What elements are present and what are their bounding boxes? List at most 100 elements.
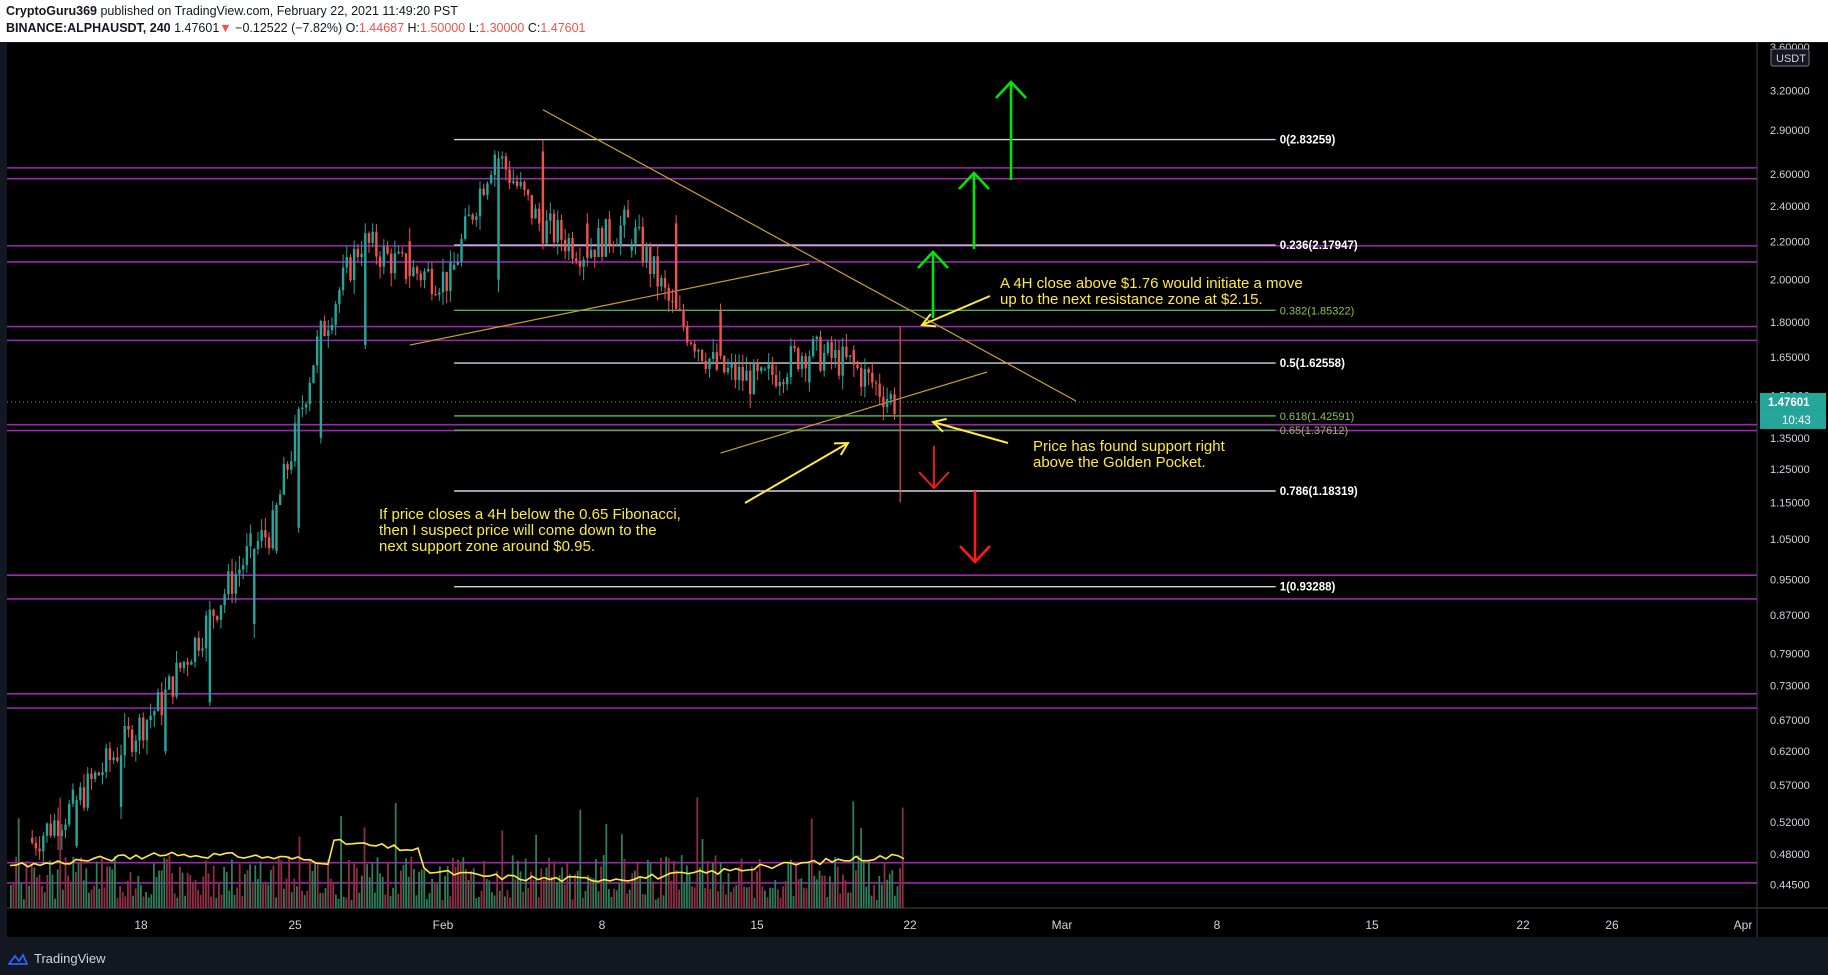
volume-bar [28,885,30,908]
volume-bar [303,895,306,908]
candle-body [464,216,467,239]
volume-bar [353,863,355,908]
volume-bar [899,868,901,908]
volume-bar [270,869,272,908]
volume-bar [197,889,199,908]
candle-body [630,243,633,251]
candle-body [31,837,34,843]
volume-bar [491,892,493,908]
candle-body [652,256,656,275]
volume-bar [654,899,657,908]
pointer-arrow-icon [744,442,849,504]
price-tick-label: 0.48000 [1770,849,1810,861]
volume-bar [699,867,701,908]
candle-body [649,246,652,275]
volume-bar [797,879,800,908]
volume-bar [189,875,192,908]
volume-bar [608,889,610,908]
volume-bar [207,873,210,908]
breakdown-note: If price closes a 4H below the 0.65 Fibo… [379,507,681,555]
volume-bar [277,856,280,908]
volume-bar [280,860,283,908]
volume-bar [732,887,735,908]
volume-bar [621,834,623,908]
volume-bar [23,899,25,908]
volume-bar [106,866,108,908]
author-name[interactable]: CryptoGuru369 [6,4,97,18]
volume-bar [452,857,454,908]
volume-bar [80,857,82,908]
candle-body [752,362,756,394]
open-label: O: [345,21,359,35]
candle-body [678,308,682,310]
pointer-arrow-icon [921,295,991,326]
volume-bar [504,896,506,908]
volume-bar [329,878,332,908]
volume-bar [787,863,790,908]
volume-bar [77,863,80,908]
volume-bar [553,861,556,908]
fib-level-label: 0.5(1.62558) [1280,358,1345,370]
volume-bar [842,874,844,908]
candle-body [760,367,763,371]
volume-bar [719,862,722,908]
tradingview-brand[interactable]: TradingView [8,951,106,966]
volume-bar [459,862,462,908]
volume-bar [33,867,36,908]
countdown-label: 10:43 [1782,415,1811,427]
volume-bar [290,892,293,908]
volume-bar [361,875,363,908]
volume-bar [634,870,636,908]
volume-bar [20,883,23,908]
candle-body [90,773,93,779]
time-tick-label: Apr [1734,918,1753,932]
volume-bar [205,860,207,908]
fib-level-label: 0.786(1.18319) [1280,486,1358,498]
candle-body [64,824,67,831]
candle-body [560,220,563,240]
tradingview-logo-icon [8,952,28,965]
volume-bar [246,869,249,908]
candle-body [367,233,371,243]
candle-body [142,717,145,741]
pointer-arrow-icon-head [930,417,947,433]
price-tick-label: 0.95000 [1770,574,1810,586]
volume-bar [810,818,813,908]
volume-bar [101,858,103,908]
volume-bar [225,871,228,908]
candle-body [408,241,411,277]
volume-bar [862,859,865,908]
volume-bar [550,877,553,908]
candle-body [241,565,245,570]
breakdown-note-line-3: next support zone around $0.95. [379,538,595,555]
candle-body [656,256,659,287]
candle-body [593,249,596,258]
volume-bar [875,899,878,908]
volume-bar [407,876,410,908]
candle-body [586,223,589,258]
candle-body [567,238,571,252]
footer-bar: TradingView [0,945,1828,975]
candle-body [349,257,352,281]
candle-body [519,181,522,186]
volume-bar [134,888,137,908]
volume-bar [155,877,158,908]
price-tick-label: 2.00000 [1770,275,1810,287]
candle-body [530,194,534,219]
volume-bar [210,896,212,908]
candle-body [123,726,126,756]
volume-bar [748,887,751,908]
volume-bar [725,894,727,908]
volume-moving-average [9,838,905,883]
volume-bar [693,887,696,908]
candle-body [127,726,130,730]
candle-body [426,268,430,272]
candle-body [345,257,348,268]
volume-bar [127,881,129,908]
candle-body [212,609,215,617]
volume-bar [501,830,504,908]
candle-body [700,349,704,361]
volume-bar [192,883,194,908]
volume-bar [449,896,452,908]
